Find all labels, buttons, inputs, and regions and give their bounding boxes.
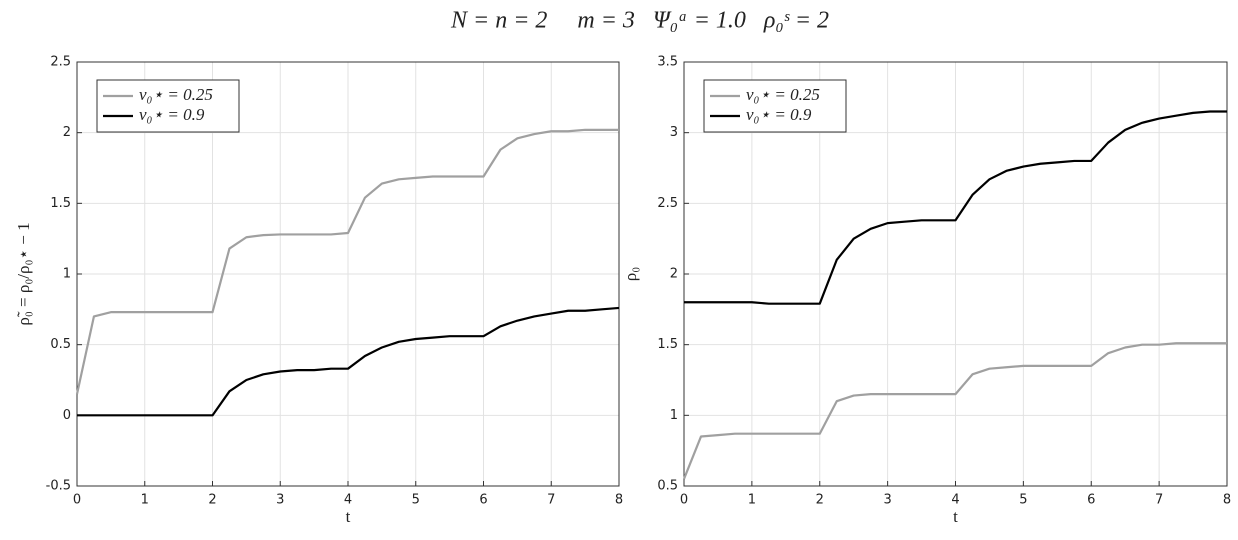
legend-label: ν₀⋆ = 0.25	[139, 85, 213, 104]
x-tick-label: 7	[547, 493, 555, 508]
line-series	[682, 342, 1227, 480]
line-series	[684, 110, 1227, 305]
y-tick-label: 0.5	[50, 337, 71, 352]
x-tick-label: 5	[412, 493, 420, 508]
y-tick-label: 2	[670, 267, 678, 282]
legend-label: ν₀⋆ = 0.9	[746, 105, 812, 124]
y-axis-label: ρ₀	[621, 267, 640, 281]
x-tick-label: 4	[344, 493, 352, 508]
legend-label: ν₀⋆ = 0.9	[139, 105, 205, 124]
x-tick-label: 3	[276, 493, 284, 508]
y-axis-label: ρ̃₀ = ρ₀/ρ₀⋆ − 1	[14, 222, 33, 325]
axes-frame	[683, 61, 1228, 487]
legend-box	[96, 79, 240, 133]
legend-box	[703, 79, 847, 133]
y-tick-label: 1	[670, 408, 678, 423]
y-tick-label: 1.5	[50, 196, 71, 211]
y-tick-label: -0.5	[46, 479, 71, 494]
y-tick-label: 1.5	[657, 337, 678, 352]
x-tick-label: 0	[680, 493, 688, 508]
line-series	[75, 128, 619, 395]
y-tick-label: 3.5	[657, 55, 678, 70]
x-tick-label: 1	[748, 493, 756, 508]
x-axis-label: t	[346, 507, 351, 526]
x-tick-label: 8	[1223, 493, 1231, 508]
x-tick-label: 2	[208, 493, 216, 508]
x-tick-label: 4	[951, 493, 959, 508]
y-tick-label: 2.5	[657, 196, 678, 211]
y-tick-label: 0.5	[657, 479, 678, 494]
figure-title: N = n = 2 m = 3 Ψ₀ᵃ = 1.0 ρ₀ˢ = 2	[450, 8, 829, 34]
x-tick-label: 1	[141, 493, 149, 508]
x-tick-label: 7	[1155, 493, 1163, 508]
y-tick-label: 1	[63, 267, 71, 282]
y-tick-label: 2.5	[50, 55, 71, 70]
x-tick-label: 0	[73, 493, 81, 508]
x-tick-label: 6	[1087, 493, 1095, 508]
axes-frame	[76, 61, 620, 487]
x-tick-label: 2	[816, 493, 824, 508]
x-tick-label: 6	[479, 493, 487, 508]
x-axis-label: t	[953, 507, 958, 526]
line-series	[77, 306, 620, 417]
y-tick-label: 2	[63, 125, 71, 140]
legend-label: ν₀⋆ = 0.25	[746, 85, 820, 104]
y-tick-label: 0	[63, 408, 71, 423]
x-tick-label: 3	[883, 493, 891, 508]
x-tick-label: 8	[615, 493, 623, 508]
x-tick-label: 5	[1019, 493, 1027, 508]
y-tick-label: 3	[670, 125, 678, 140]
